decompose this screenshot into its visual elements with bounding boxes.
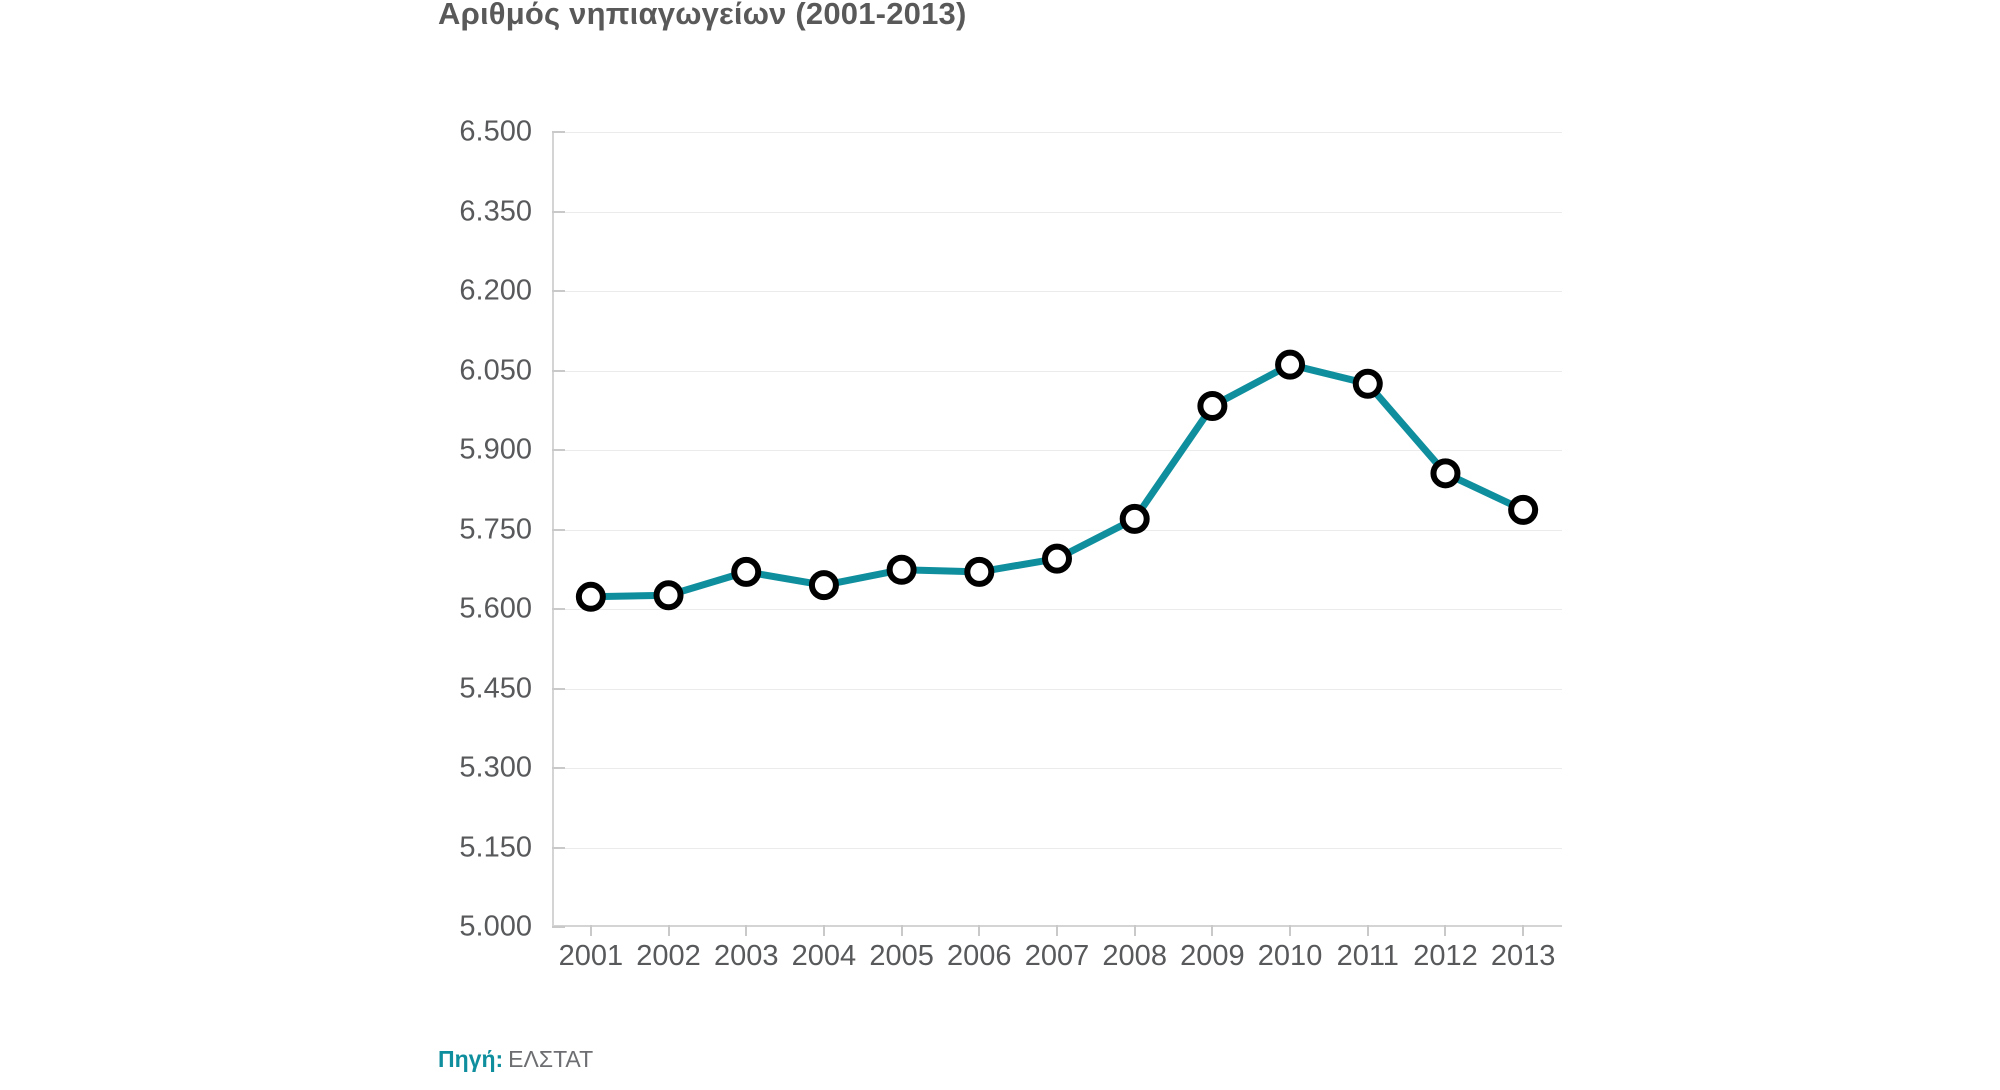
y-tick: [552, 210, 565, 213]
data-point-marker[interactable]: [1275, 349, 1306, 380]
y-tick: [552, 290, 565, 292]
y-tick: [552, 528, 565, 531]
y-tick-label: 5.300: [459, 751, 532, 784]
y-tick-label: 5.450: [459, 672, 532, 704]
y-tick: [552, 926, 565, 928]
gridline: [554, 609, 1562, 610]
data-point-marker[interactable]: [1197, 391, 1228, 422]
y-tick-label: 6.050: [459, 354, 532, 386]
gridline: [554, 688, 1562, 690]
x-tick-label: 2004: [791, 940, 857, 972]
data-point-marker[interactable]: [1430, 458, 1461, 489]
x-tick-label: 2009: [1180, 940, 1245, 972]
y-tick-label: 6.200: [459, 274, 532, 307]
x-tick-label: 2012: [1413, 940, 1478, 972]
y-tick-label: 5.600: [459, 592, 532, 625]
y-tick: [552, 449, 565, 451]
x-tick: [667, 925, 670, 936]
gridline: [554, 211, 1562, 213]
x-tick-label: 2013: [1490, 940, 1556, 972]
gridline: [554, 450, 1562, 451]
source-value: ΕΛΣΤΑΤ: [508, 1046, 594, 1072]
x-tick: [745, 925, 748, 936]
y-tick: [552, 767, 565, 769]
gridline: [554, 132, 1562, 133]
data-point-marker[interactable]: [731, 556, 762, 587]
y-tick: [552, 131, 565, 133]
x-tick: [1366, 925, 1369, 936]
x-tick: [589, 925, 592, 936]
source-note: Πηγή: ΕΛΣΤΑΤ: [438, 1046, 593, 1073]
x-tick-label: 2010: [1257, 940, 1323, 972]
x-tick: [1289, 925, 1292, 936]
data-point-marker[interactable]: [653, 580, 684, 611]
x-tick: [822, 925, 825, 936]
y-tick-label: 6.350: [459, 195, 532, 227]
data-point-marker[interactable]: [808, 570, 839, 601]
data-point-marker[interactable]: [886, 554, 917, 585]
x-tick-label: 2007: [1024, 940, 1090, 972]
x-tick: [900, 925, 903, 936]
x-tick: [1133, 925, 1136, 936]
x-tick-label: 2001: [558, 940, 624, 972]
x-tick: [1211, 925, 1214, 936]
x-axis-labels: 2001 2002 2003 2004 2005 2006 2007 2008 2009 2010…: [552, 940, 1562, 980]
x-tick-label: 2002: [636, 940, 701, 972]
gridline: [554, 768, 1562, 769]
gridline: [554, 291, 1562, 292]
x-tick-label: 2005: [869, 940, 934, 972]
plot-area: [552, 131, 1562, 936]
gridline: [554, 370, 1562, 372]
y-tick-label: 5.900: [459, 433, 532, 466]
x-tick: [1056, 925, 1058, 936]
x-tick: [978, 925, 981, 936]
data-point-marker[interactable]: [1352, 368, 1383, 399]
x-tick: [1522, 925, 1525, 936]
y-axis-labels: 6.500 6.350 6.200 6.050 5.900 5.750 5.600 5.450…: [408, 116, 532, 943]
y-tick-label: 5.750: [459, 513, 532, 545]
page-title: Αριθμός νηπιαγωγείων (2001-2013): [438, 0, 967, 31]
data-point-marker[interactable]: [1119, 503, 1150, 534]
data-point-marker[interactable]: [1508, 494, 1539, 525]
x-tick: [1444, 925, 1447, 936]
y-tick-label: 5.150: [459, 831, 532, 863]
x-tick-label: 2011: [1336, 940, 1399, 972]
gridline: [554, 529, 1562, 531]
source-label: Πηγή:: [438, 1046, 504, 1072]
y-tick: [552, 846, 565, 849]
y-tick-label: 5.000: [459, 910, 532, 943]
data-point-marker[interactable]: [575, 581, 606, 612]
y-tick: [552, 687, 565, 690]
x-tick-label: 2003: [713, 940, 779, 972]
data-point-marker[interactable]: [1042, 543, 1072, 574]
x-tick-label: 2008: [1102, 940, 1167, 972]
y-tick-label: 6.500: [459, 115, 532, 148]
y-tick: [552, 369, 565, 372]
line-series: [575, 349, 1539, 612]
data-point-marker[interactable]: [964, 556, 995, 587]
y-tick: [552, 608, 565, 610]
gridline: [554, 847, 1562, 849]
x-tick-label: 2006: [947, 940, 1012, 972]
